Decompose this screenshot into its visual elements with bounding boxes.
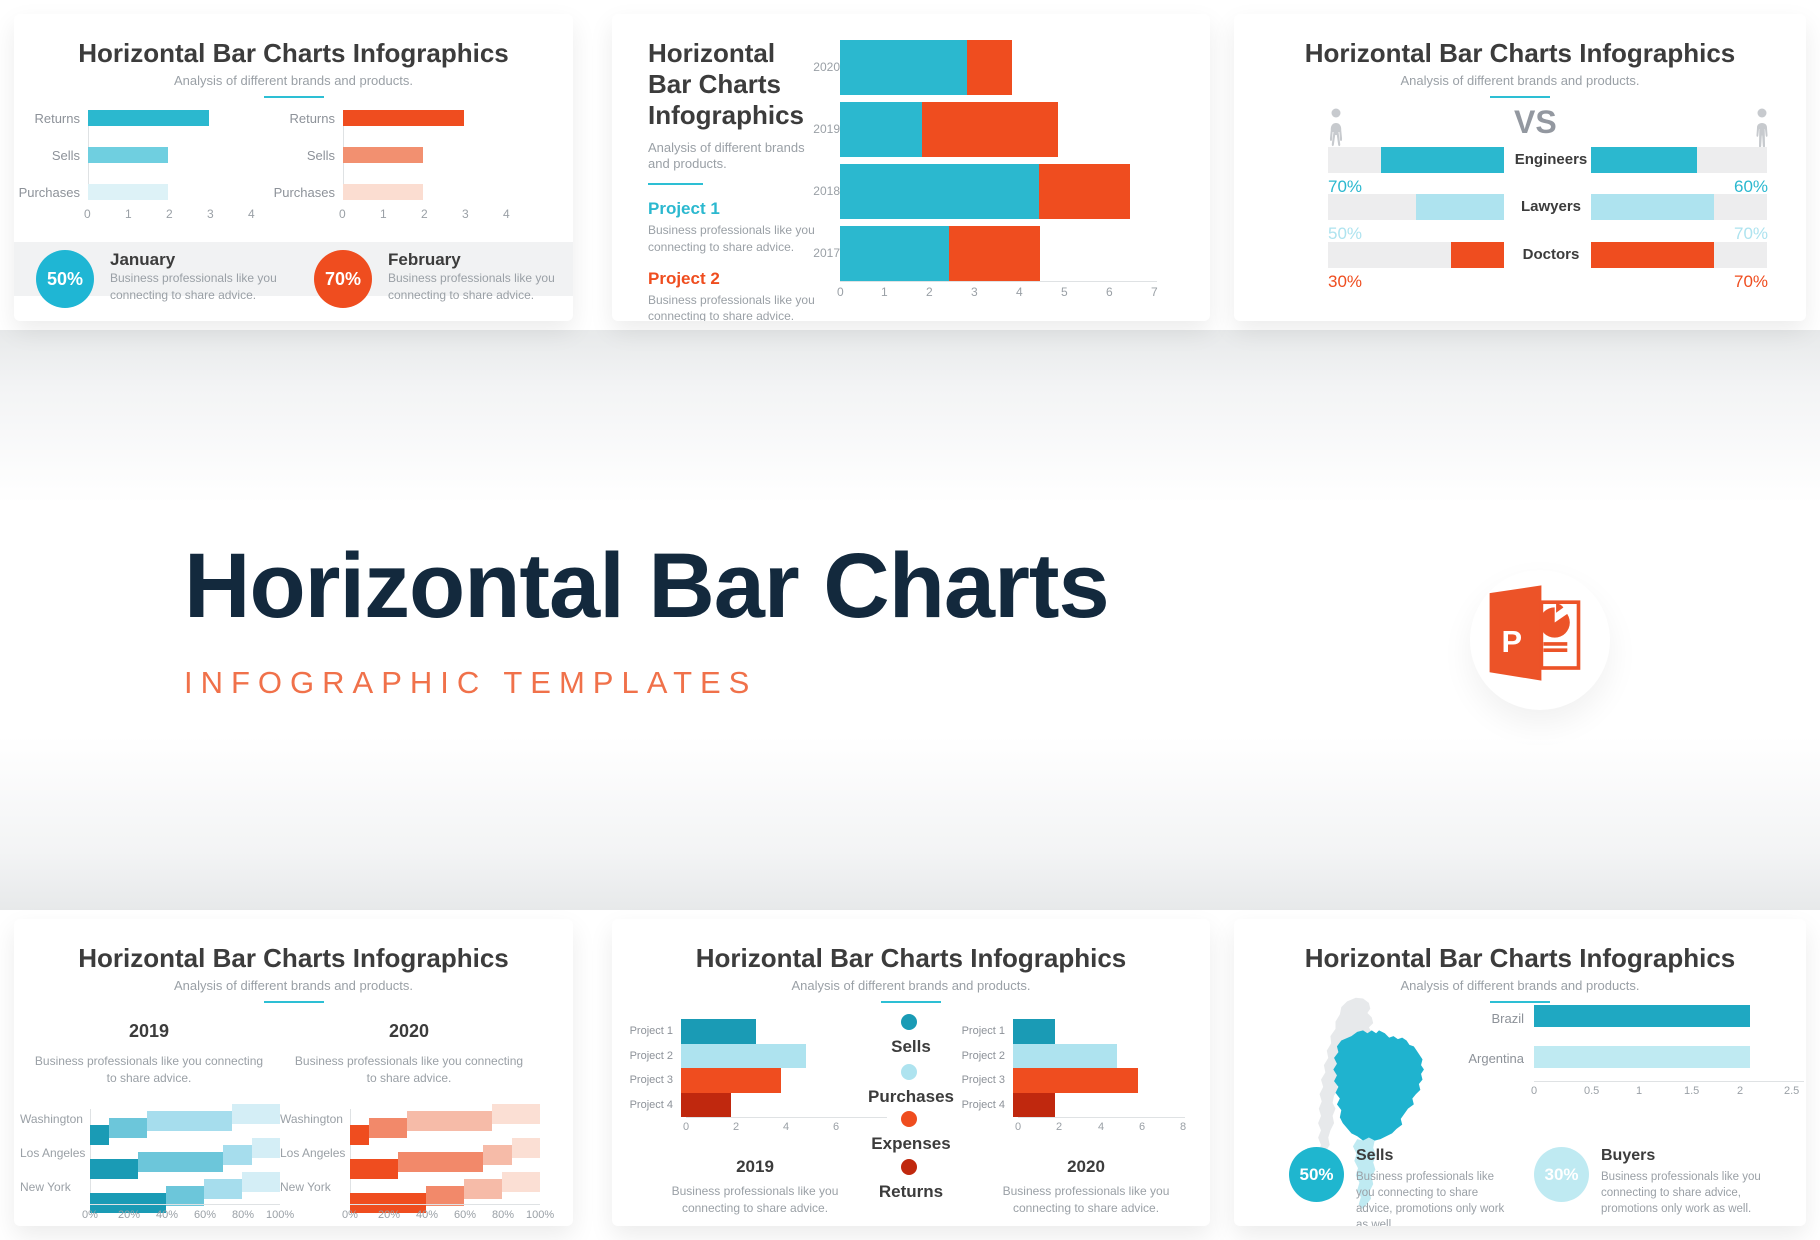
svg-text:P: P [1502, 624, 1523, 659]
